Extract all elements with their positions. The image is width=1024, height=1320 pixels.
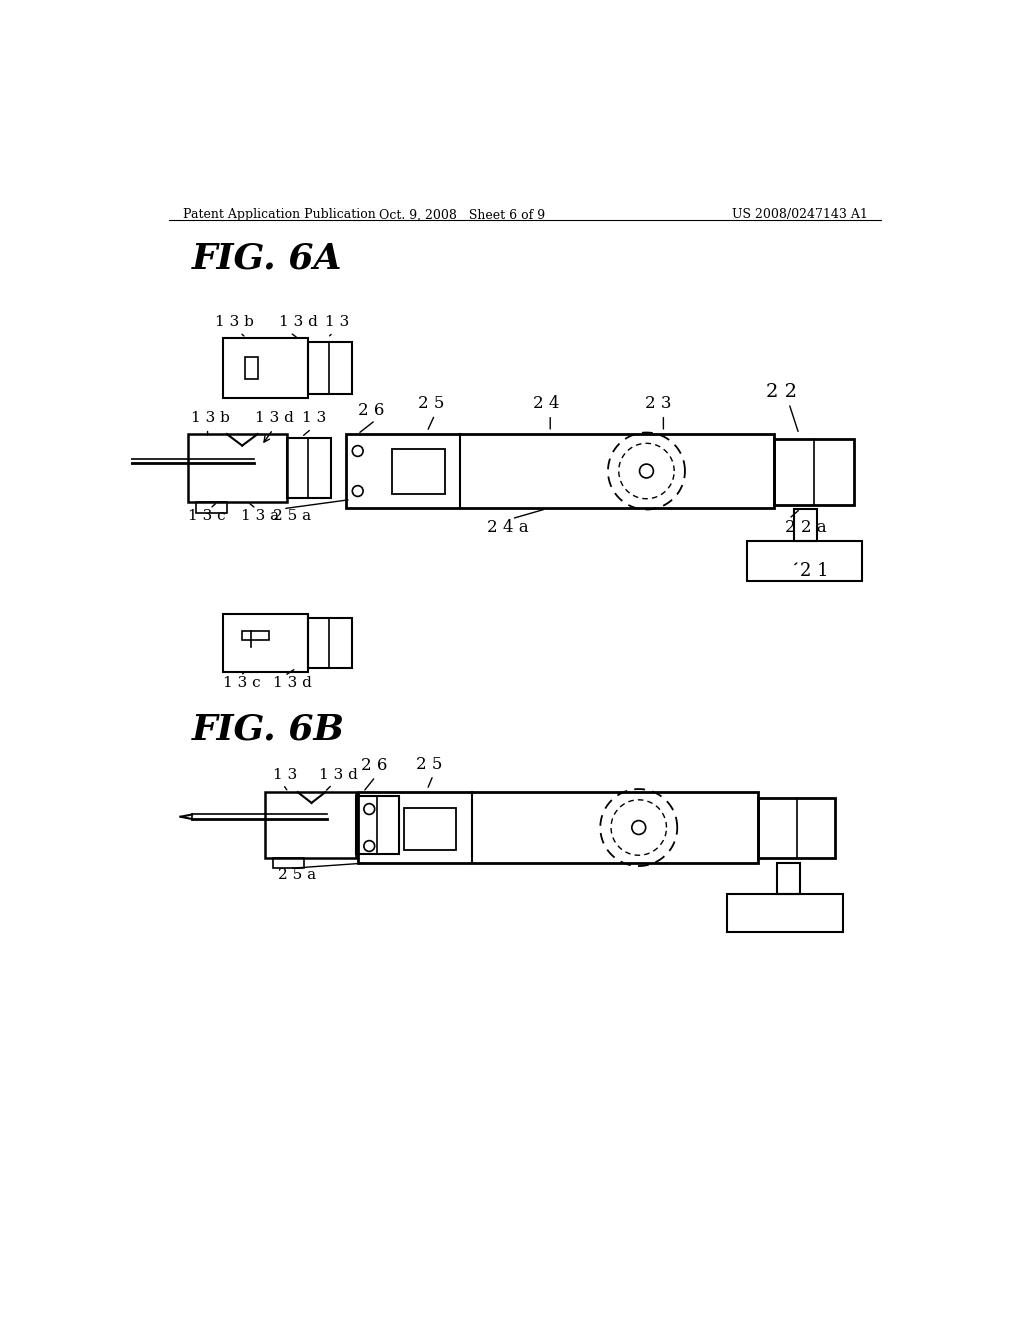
Bar — [196, 502, 226, 512]
Bar — [403, 808, 457, 850]
Bar — [245, 358, 258, 379]
Bar — [243, 631, 269, 640]
Bar — [746, 541, 862, 581]
Bar — [223, 338, 307, 397]
Text: 1 3 b: 1 3 b — [215, 314, 254, 329]
Text: 1 3: 1 3 — [273, 768, 297, 781]
Bar — [795, 508, 817, 541]
Bar — [356, 796, 398, 854]
Bar — [773, 440, 854, 506]
Text: 1 3 c: 1 3 c — [223, 676, 260, 690]
Text: 2 6: 2 6 — [357, 401, 384, 418]
Bar — [777, 863, 801, 894]
Text: 1 3 b: 1 3 b — [190, 411, 229, 425]
Text: 2 4 a: 2 4 a — [487, 519, 528, 536]
Text: Oct. 9, 2008   Sheet 6 of 9: Oct. 9, 2008 Sheet 6 of 9 — [379, 209, 545, 222]
Text: 1 3 c: 1 3 c — [188, 508, 226, 523]
Bar — [392, 450, 444, 494]
Text: FIG. 6A: FIG. 6A — [193, 242, 343, 276]
Bar — [357, 792, 758, 863]
Text: 1 3 a: 1 3 a — [241, 508, 279, 523]
Text: 2 5: 2 5 — [416, 756, 442, 774]
Text: 2 6: 2 6 — [361, 758, 388, 775]
Bar — [188, 434, 287, 502]
Text: 1 3: 1 3 — [326, 314, 349, 329]
Text: 2 1: 2 1 — [801, 562, 829, 579]
Bar — [223, 614, 307, 672]
Text: 1 3 d: 1 3 d — [255, 411, 294, 425]
Text: 1 3 d: 1 3 d — [273, 676, 312, 690]
Text: 2 3: 2 3 — [645, 396, 672, 412]
Text: 2 2: 2 2 — [766, 383, 797, 401]
Bar — [265, 792, 356, 858]
Bar — [307, 618, 351, 668]
Text: 2 5: 2 5 — [418, 396, 444, 412]
Text: 1 3 d: 1 3 d — [319, 768, 358, 781]
Bar — [273, 858, 304, 869]
Bar — [346, 434, 773, 508]
Text: Patent Application Publication: Patent Application Publication — [183, 209, 376, 222]
Text: 2 4: 2 4 — [534, 396, 559, 412]
Text: 1 3 d: 1 3 d — [280, 314, 318, 329]
Bar — [287, 438, 331, 498]
Text: 2 5 a: 2 5 a — [279, 869, 316, 882]
Text: 1 3: 1 3 — [301, 411, 326, 425]
Bar — [307, 342, 351, 395]
Text: US 2008/0247143 A1: US 2008/0247143 A1 — [732, 209, 868, 222]
Bar — [758, 797, 836, 858]
Text: 2 2 a: 2 2 a — [785, 519, 826, 536]
Text: FIG. 6B: FIG. 6B — [193, 713, 345, 747]
Text: 2 5 a: 2 5 a — [273, 508, 311, 523]
Bar — [727, 894, 843, 932]
